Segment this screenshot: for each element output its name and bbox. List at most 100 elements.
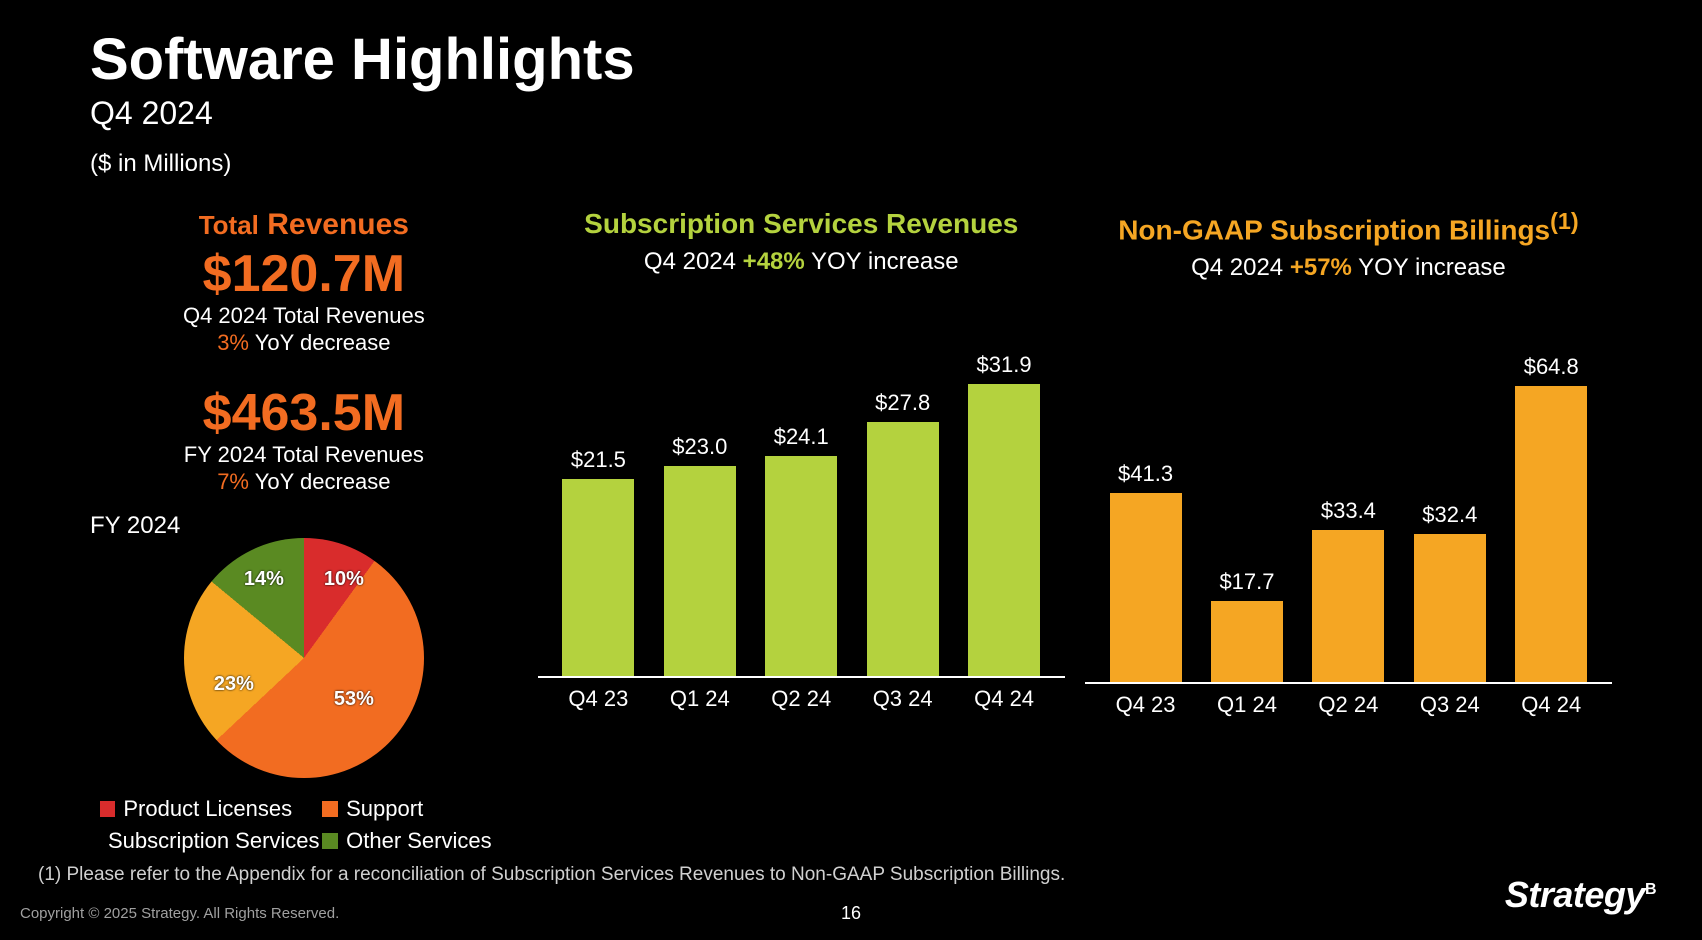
legend-text: Subscription Services bbox=[108, 828, 320, 854]
col-billings: Non-GAAP Subscription Billings(1) Q4 202… bbox=[1085, 208, 1612, 854]
legend-item: Other Services bbox=[322, 828, 514, 854]
q4-desc-line2: 3% YoY decrease bbox=[90, 329, 518, 357]
subs-sub-pct: +48% bbox=[743, 248, 805, 275]
page-number: 16 bbox=[841, 903, 861, 924]
bar bbox=[1211, 601, 1283, 682]
copyright: Copyright © 2025 Strategy. All Rights Re… bbox=[20, 905, 339, 922]
q4-amount: $120.7M bbox=[90, 248, 518, 300]
pie-slice-label: 23% bbox=[214, 673, 254, 696]
billings-x-axis: Q4 23Q1 24Q2 24Q3 24Q4 24 bbox=[1085, 684, 1612, 718]
legend-text: Support bbox=[346, 796, 423, 822]
heading-prefix: Total bbox=[199, 210, 259, 240]
footnote: (1) Please refer to the Appendix for a r… bbox=[38, 864, 1065, 886]
logo-text: Strategy bbox=[1505, 874, 1645, 915]
bar-value-label: $64.8 bbox=[1524, 354, 1579, 380]
bar bbox=[1515, 386, 1587, 682]
bar-group: $24.1 bbox=[757, 424, 845, 676]
billings-title-text: Non-GAAP Subscription Billings bbox=[1118, 214, 1550, 245]
bar-group: $21.5 bbox=[554, 447, 642, 676]
x-axis-label: Q4 23 bbox=[554, 686, 642, 712]
legend-swatch bbox=[100, 801, 115, 817]
bar-group: $31.9 bbox=[960, 352, 1048, 676]
billings-title: Non-GAAP Subscription Billings(1) bbox=[1085, 208, 1612, 246]
columns: Total Revenues $120.7M Q4 2024 Total Rev… bbox=[90, 208, 1612, 854]
slide-root: Software Highlights Q4 2024 ($ in Millio… bbox=[0, 0, 1702, 940]
pie-legend-wrap: 10%53%23%14% Product LicensesSupportSubs… bbox=[90, 538, 518, 854]
x-axis-label: Q2 24 bbox=[1304, 692, 1392, 718]
fy-desc-line1: FY 2024 Total Revenues bbox=[90, 441, 518, 469]
bar-value-label: $24.1 bbox=[774, 424, 829, 450]
bar-value-label: $21.5 bbox=[571, 447, 626, 473]
x-axis-label: Q4 24 bbox=[1507, 692, 1595, 718]
subs-title: Subscription Services Revenues bbox=[538, 208, 1065, 240]
billings-sub-prefix: Q4 2024 bbox=[1191, 254, 1290, 281]
col-subscription-revenues: Subscription Services Revenues Q4 2024 +… bbox=[538, 208, 1065, 854]
bar-value-label: $41.3 bbox=[1118, 461, 1173, 487]
col-total-revenues: Total Revenues $120.7M Q4 2024 Total Rev… bbox=[90, 208, 518, 854]
billings-sub: Q4 2024 +57% YOY increase bbox=[1085, 254, 1612, 282]
fy-pct: 7% bbox=[217, 469, 249, 494]
x-axis-label: Q2 24 bbox=[757, 686, 845, 712]
x-axis-label: Q4 24 bbox=[960, 686, 1048, 712]
billings-sub-suffix: YOY increase bbox=[1352, 254, 1506, 281]
x-axis-label: Q1 24 bbox=[656, 686, 744, 712]
heading-word: Revenues bbox=[267, 208, 409, 241]
bar-value-label: $32.4 bbox=[1422, 502, 1477, 528]
slide-title: Software Highlights bbox=[90, 30, 1612, 91]
fy-desc-line2: 7% YoY decrease bbox=[90, 468, 518, 496]
subs-sub: Q4 2024 +48% YOY increase bbox=[538, 248, 1065, 276]
q4-pct: 3% bbox=[217, 330, 249, 355]
bar-value-label: $17.7 bbox=[1219, 569, 1274, 595]
bar-group: $64.8 bbox=[1507, 354, 1595, 682]
pie-legend: Product Licenses Support Subscription Serv… bbox=[90, 796, 518, 854]
brand-logo: StrategyB bbox=[1505, 874, 1656, 916]
x-axis-label: Q3 24 bbox=[859, 686, 947, 712]
bar bbox=[968, 384, 1040, 676]
bar-value-label: $27.8 bbox=[875, 390, 930, 416]
legend-text: Other Services bbox=[346, 828, 492, 854]
bar bbox=[1414, 534, 1486, 682]
legend-text: Product Licenses bbox=[123, 796, 292, 822]
billings-barchart: $41.3 $17.7 $33.4 $32.4 $64.8 bbox=[1085, 322, 1612, 684]
bar-group: $32.4 bbox=[1406, 502, 1494, 682]
legend-item: Support bbox=[322, 796, 514, 822]
logo-sup: B bbox=[1645, 881, 1656, 898]
subs-x-axis: Q4 23 Q1 24 Q2 24 Q3 24 Q4 24 bbox=[538, 678, 1065, 712]
bar-value-label: $33.4 bbox=[1321, 498, 1376, 524]
billings-title-sup: (1) bbox=[1550, 208, 1579, 234]
bar-group: $23.0 bbox=[656, 434, 744, 676]
bar-group: $41.3 bbox=[1102, 461, 1190, 682]
subs-barchart: $21.5 $23.0 $24.1 $27.8 $31.9 bbox=[538, 316, 1065, 678]
fy-rest: YoY decrease bbox=[249, 469, 391, 494]
fy-amount: $463.5M bbox=[90, 387, 518, 439]
legend-swatch bbox=[322, 801, 338, 817]
subs-sub-suffix: YOY increase bbox=[805, 248, 959, 275]
bar-group: $27.8 bbox=[859, 390, 947, 676]
bar bbox=[562, 479, 634, 676]
pie-body bbox=[184, 538, 424, 778]
total-revenues-heading: Total Revenues bbox=[90, 208, 518, 242]
bar-group: $17.7 bbox=[1203, 569, 1291, 682]
legend-item: Product Licenses bbox=[100, 796, 292, 822]
bar bbox=[765, 456, 837, 676]
pie-slice-label: 53% bbox=[334, 688, 374, 711]
pie-slice-label: 14% bbox=[244, 568, 284, 591]
bar bbox=[1110, 493, 1182, 682]
slide-subtitle: Q4 2024 bbox=[90, 95, 1612, 132]
subs-sub-prefix: Q4 2024 bbox=[644, 248, 743, 275]
q4-desc-line1: Q4 2024 Total Revenues bbox=[90, 302, 518, 330]
bar-group: $33.4 bbox=[1304, 498, 1392, 683]
bar-value-label: $23.0 bbox=[672, 434, 727, 460]
pie-chart: 10%53%23%14% bbox=[184, 538, 424, 778]
legend-swatch bbox=[322, 833, 338, 849]
x-axis-label: Q3 24 bbox=[1406, 692, 1494, 718]
bar bbox=[867, 422, 939, 676]
bar bbox=[1312, 530, 1384, 683]
bar bbox=[664, 466, 736, 676]
pie-period-label: FY 2024 bbox=[90, 512, 518, 540]
q4-rest: YoY decrease bbox=[249, 330, 391, 355]
x-axis-label: Q1 24 bbox=[1203, 692, 1291, 718]
billings-sub-pct: +57% bbox=[1290, 254, 1352, 281]
slide-units: ($ in Millions) bbox=[90, 150, 1612, 178]
legend-item: Subscription Services bbox=[100, 828, 292, 854]
